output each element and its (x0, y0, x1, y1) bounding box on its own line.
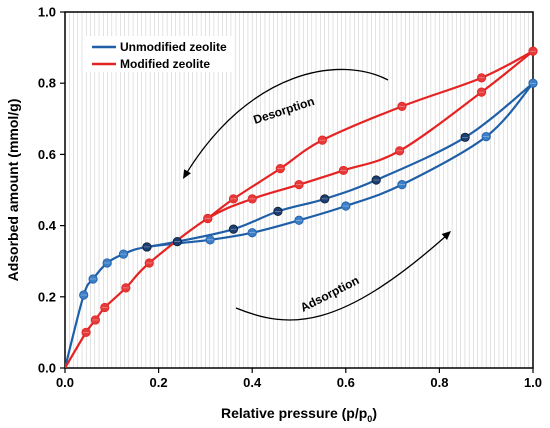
legend: Unmodified zeolite Modified zeolite (86, 36, 232, 72)
series-markers (79, 46, 538, 337)
annotations (183, 68, 451, 321)
y-tick-label: 0.2 (38, 289, 56, 304)
axis-ticks: 0.0 0.2 0.4 0.6 0.8 1.0 0.0 0.2 0.4 0.6 0.8 1.0 (38, 5, 542, 391)
adsorption-arrow (235, 235, 447, 321)
legend-label-unmodified: Unmodified zeolite (120, 40, 227, 54)
desorption-arrow (185, 68, 389, 175)
desorption-arrow-head (183, 169, 191, 179)
annotation-desorption: Desorption (252, 94, 317, 127)
x-tick-label: 0.8 (430, 375, 448, 390)
x-tick-label: 0.6 (337, 375, 355, 390)
y-tick-label: 0.8 (38, 76, 56, 91)
adsorption-arrow-head (441, 231, 451, 240)
series-line-unmodified-desorption (146, 82, 533, 249)
x-tick-label: 0.0 (56, 375, 74, 390)
x-tick-label: 0.2 (150, 375, 168, 390)
y-tick-label: 0.0 (38, 361, 56, 376)
x-tick-label: 1.0 (524, 375, 542, 390)
y-tick-label: 0.4 (38, 218, 57, 233)
y-tick-label: 1.0 (38, 5, 56, 20)
x-axis-label-main: Relative pressure (p/p (221, 405, 367, 421)
x-axis-label-end: ) (372, 405, 377, 421)
y-tick-label: 0.6 (38, 147, 56, 162)
legend-label-modified: Modified zeolite (120, 57, 210, 71)
x-axis-label: Relative pressure (p/p0) (221, 405, 377, 424)
y-axis-label: Adsorbed amount (mmol/g) (5, 99, 21, 282)
plot-frame (64, 11, 534, 369)
x-tick-label: 0.4 (243, 375, 262, 390)
x-axis-label-subscript: 0 (367, 414, 372, 424)
